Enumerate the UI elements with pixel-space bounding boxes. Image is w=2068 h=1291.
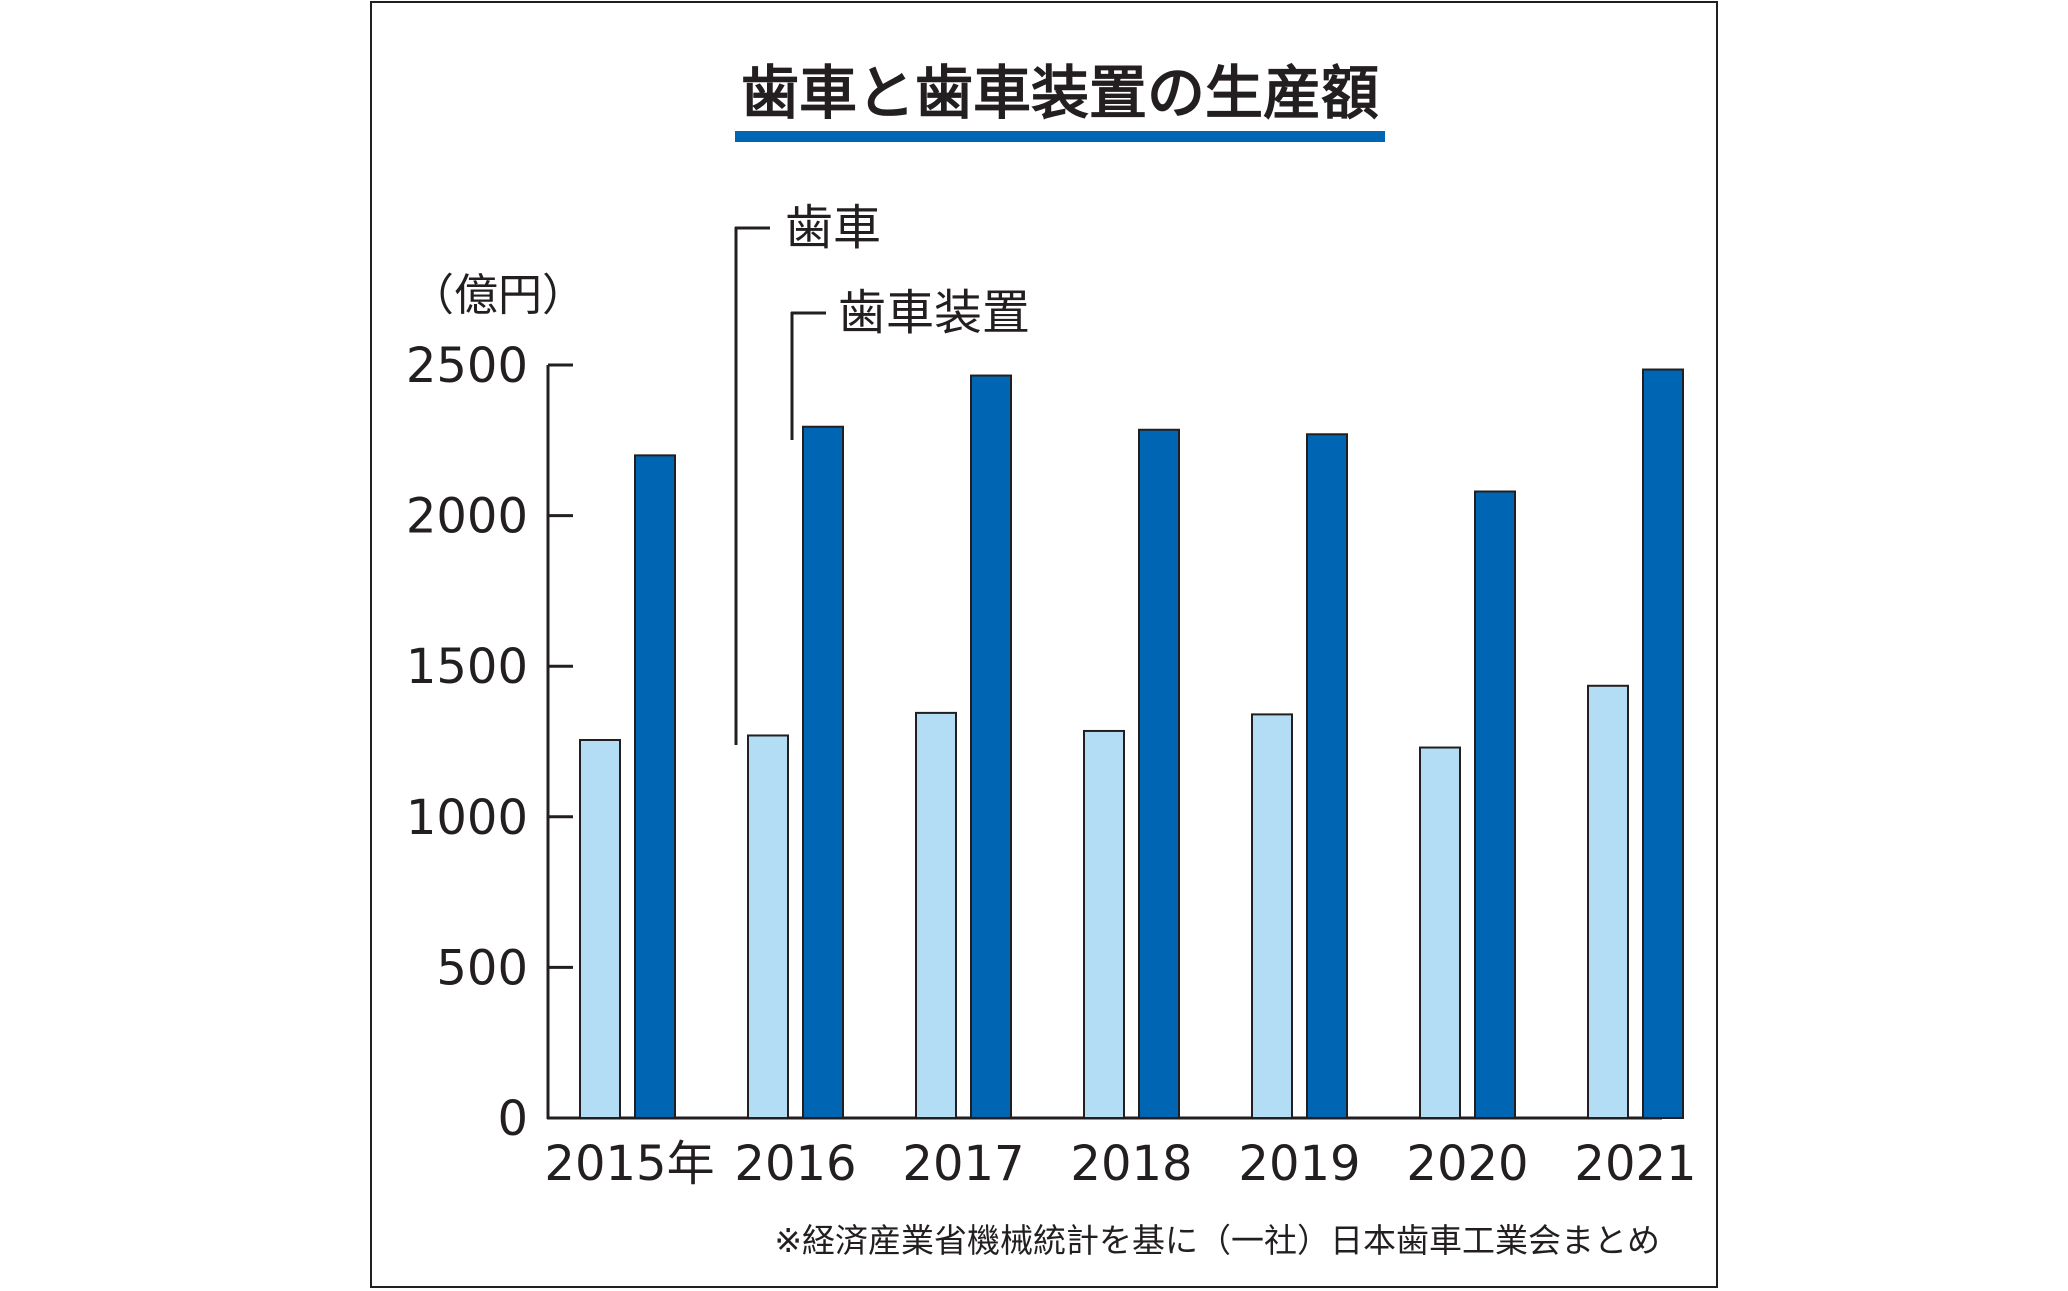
y-tick-label: 0 <box>497 1091 528 1147</box>
bar-series-1 <box>747 734 789 1119</box>
bar-series-2 <box>802 425 844 1120</box>
x-tick-label: 2018 <box>1070 1136 1192 1192</box>
bar-series-1 <box>1083 729 1125 1119</box>
bar-series-1 <box>1251 713 1293 1120</box>
legend-label-series-1: 歯車 <box>785 200 881 256</box>
y-axis: 0 500 1000 1500 2000 2500 <box>406 338 1662 1147</box>
y-tick-label: 1500 <box>406 639 528 695</box>
bar-series-2 <box>1474 490 1516 1119</box>
bar-series-1 <box>1419 746 1461 1119</box>
legend: 歯車 歯車装置 <box>734 200 1030 745</box>
bar-series-1 <box>1587 684 1629 1119</box>
bar-series-2 <box>970 374 1012 1119</box>
bars-group <box>579 368 1684 1120</box>
legend-label-series-2: 歯車装置 <box>838 285 1030 341</box>
bar-series-2 <box>634 454 676 1119</box>
x-tick-label: 2016 <box>734 1136 856 1192</box>
bar-series-1 <box>915 711 957 1119</box>
y-axis-unit-label: （億円） <box>410 270 586 321</box>
x-tick-label: 2015年 <box>544 1136 714 1192</box>
bar-series-2 <box>1138 428 1180 1119</box>
x-tick-label: 2019 <box>1238 1136 1360 1192</box>
bar-series-1 <box>579 738 621 1120</box>
x-axis-labels: 2015年 2016 2017 2018 2019 2020 2021 <box>544 1136 1696 1192</box>
y-tick-label: 1000 <box>406 790 528 846</box>
source-note: ※経済産業省機械統計を基に（一社）日本歯車工業会まとめ <box>774 1221 1660 1260</box>
y-tick-label: 500 <box>436 940 528 996</box>
title-underline <box>735 131 1385 142</box>
chart-title: 歯車と歯車装置の生産額 <box>741 59 1379 127</box>
x-tick-label: 2017 <box>902 1136 1024 1192</box>
y-tick-label: 2500 <box>406 338 528 394</box>
bar-series-2 <box>1306 433 1348 1119</box>
bar-series-2 <box>1642 368 1684 1119</box>
x-tick-label: 2020 <box>1406 1136 1528 1192</box>
y-tick-label: 2000 <box>406 489 528 545</box>
x-tick-label: 2021 <box>1574 1136 1696 1192</box>
